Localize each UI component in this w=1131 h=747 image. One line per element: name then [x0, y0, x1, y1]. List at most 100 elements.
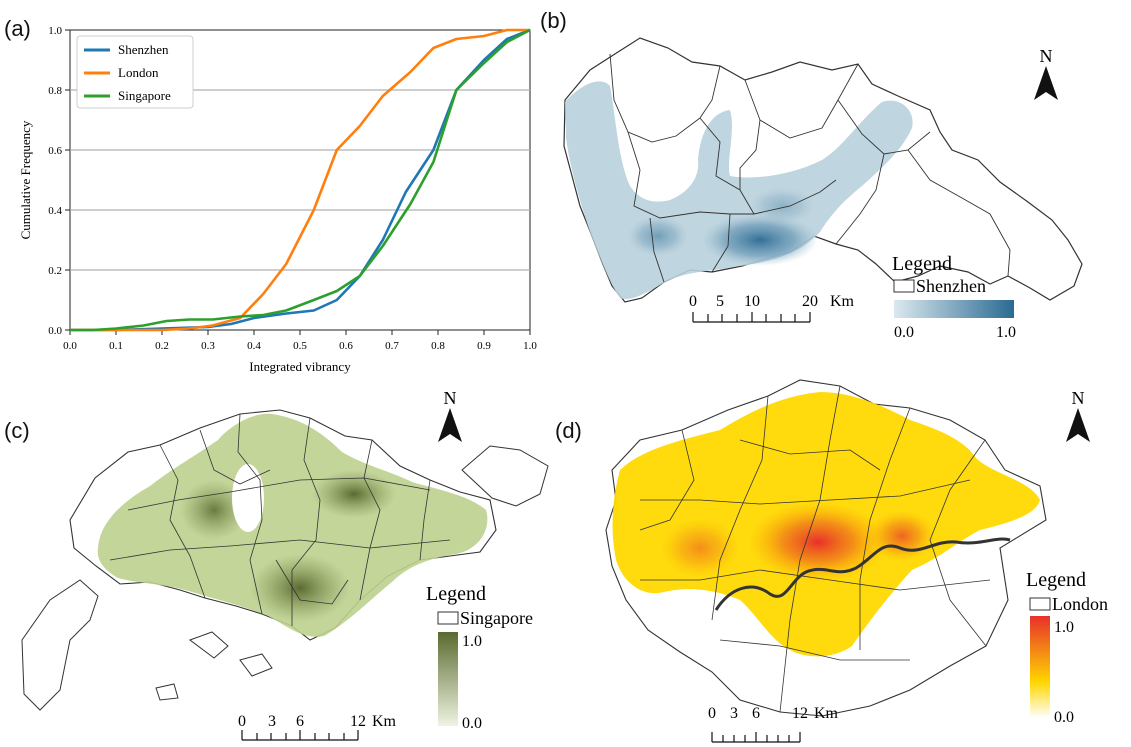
singapore-color-ramp	[438, 632, 458, 726]
london-ramp-min: 0.0	[1054, 709, 1074, 726]
shenzhen-districts	[609, 53, 1011, 283]
shenzhen-density	[565, 81, 913, 300]
legend: Shenzhen London Singapore	[76, 35, 194, 109]
panel-label-a: (a)	[4, 16, 31, 41]
north-arrow-icon	[1066, 408, 1090, 442]
scale-label-10: 10	[744, 293, 760, 310]
singapore-hotspot-west	[180, 480, 248, 540]
shenzhen-scale-bar: 0 5 10 20 Km	[689, 293, 855, 323]
singapore-boundary	[69, 409, 497, 641]
x-tick-label: 0.0	[63, 340, 77, 352]
y-tick-label: 0.4	[48, 205, 62, 217]
x-tick-label: 0.7	[385, 340, 399, 352]
x-tick-label: 0.2	[155, 340, 169, 352]
singapore-legend-label: Singapore	[460, 608, 533, 628]
singapore-legend-title: Legend	[426, 583, 486, 605]
london-boroughs	[639, 385, 991, 713]
north-arrow-shenzhen: N	[1034, 46, 1058, 100]
series-line-london	[70, 28, 530, 332]
y-tick-label: 1.0	[48, 25, 62, 37]
singapore-islands	[21, 445, 549, 711]
singapore-hotspot-north	[312, 470, 396, 518]
shenzhen-color-ramp	[894, 300, 1014, 318]
shenzhen-hotspot-north	[750, 188, 814, 224]
singapore-legend-swatch	[437, 611, 459, 625]
scale-label-12: 12	[350, 713, 366, 730]
x-tick-label: 0.3	[201, 340, 215, 352]
north-arrow-icon	[1034, 66, 1058, 100]
london-scale-bar: 0 3 6 12 Km	[708, 705, 839, 743]
scale-label-5: 5	[716, 293, 724, 310]
singapore-districts	[109, 413, 451, 626]
shenzhen-boundary	[563, 37, 1083, 303]
series-line-singapore	[70, 28, 531, 332]
singapore-scale-bar: 0 3 6 12 Km	[238, 713, 397, 741]
london-legend-label: London	[1052, 594, 1108, 614]
scale-label-12: 12	[792, 705, 808, 722]
shenzhen-hotspot-main	[702, 214, 818, 266]
london-map: N Legend London 1.0 0.0 0 3 6 12 Km	[605, 379, 1108, 743]
london-hotspot-east	[868, 510, 936, 562]
x-tick-label: 0.1	[109, 340, 123, 352]
shenzhen-legend-swatch	[893, 279, 915, 293]
legend-label-singapore: Singapore	[118, 88, 171, 103]
scale-label-20: 20	[802, 293, 818, 310]
london-hotspot-center	[748, 502, 888, 582]
london-density-fill	[612, 392, 1040, 657]
shenzhen-legend-label: Shenzhen	[916, 276, 986, 296]
singapore-hole	[232, 464, 264, 532]
scale-label-6: 6	[296, 713, 304, 730]
north-label-london: N	[1072, 388, 1085, 408]
north-arrow-london: N	[1066, 388, 1090, 442]
london-legend-title: Legend	[1026, 569, 1086, 591]
london-color-ramp	[1030, 616, 1050, 718]
x-tick-label: 1.0	[523, 340, 537, 352]
panel-label-c: (c)	[4, 418, 30, 443]
axis-ticks: 0.0 0.2 0.4 0.6 0.8 1.0 0.0 0.1 0.2 0.3 0.4 0.5 0.6 0…	[48, 25, 537, 352]
scale-unit: Km	[814, 705, 839, 722]
x-tick-label: 0.4	[247, 340, 261, 352]
london-hotspot-west	[660, 518, 740, 578]
shenzhen-ramp-min: 0.0	[894, 324, 914, 341]
y-tick-label: 0.0	[48, 325, 62, 337]
singapore-density-fill	[97, 413, 488, 637]
scale-label-3: 3	[268, 713, 276, 730]
london-density	[612, 392, 1040, 657]
y-axis-label: Cumulative Frequency	[18, 120, 33, 239]
north-label-shenzhen: N	[1040, 46, 1053, 66]
x-tick-label: 0.5	[293, 340, 307, 352]
singapore-density	[97, 413, 488, 637]
london-legend-swatch	[1029, 597, 1051, 611]
panel-label-d: (d)	[555, 418, 582, 443]
y-tick-label: 0.8	[48, 85, 62, 97]
x-tick-label: 0.8	[431, 340, 445, 352]
shenzhen-ramp-max: 1.0	[996, 324, 1016, 341]
shenzhen-hotspot-west	[628, 216, 688, 256]
scale-label-0: 0	[708, 705, 716, 722]
y-tick-label: 0.2	[48, 265, 62, 277]
scale-label-0: 0	[238, 713, 246, 730]
series-lines	[70, 28, 531, 332]
london-boundary	[605, 379, 1047, 717]
scale-label-3: 3	[730, 705, 738, 722]
legend-box	[76, 35, 194, 109]
singapore-hotspot-south	[250, 554, 350, 622]
cumulative-frequency-chart: 0.0 0.2 0.4 0.6 0.8 1.0 0.0 0.1 0.2 0.3 0.4 0.5 0.6 0…	[18, 25, 537, 374]
shenzhen-map: N Legend Shenzhen 0.0 1.0 0 5 10 20 Km	[563, 37, 1083, 341]
y-tick-label: 0.6	[48, 145, 62, 157]
river-thames	[714, 537, 1011, 611]
singapore-ramp-max: 1.0	[462, 633, 482, 650]
x-tick-label: 0.9	[477, 340, 491, 352]
scale-unit: Km	[372, 713, 397, 730]
shenzhen-legend-title: Legend	[892, 253, 952, 275]
x-axis-label: Integrated vibrancy	[249, 359, 351, 374]
scale-label-0: 0	[689, 293, 697, 310]
shenzhen-density-band	[565, 81, 913, 300]
x-tick-label: 0.6	[339, 340, 353, 352]
singapore-map: N Legend Singapore 1.0 0.0 0 3 6 12 Km	[21, 388, 549, 741]
london-ramp-max: 1.0	[1054, 619, 1074, 636]
panel-label-b: (b)	[540, 8, 567, 33]
legend-label-shenzhen: Shenzhen	[118, 42, 169, 57]
north-arrow-icon	[438, 408, 462, 442]
legend-label-london: London	[118, 65, 159, 80]
